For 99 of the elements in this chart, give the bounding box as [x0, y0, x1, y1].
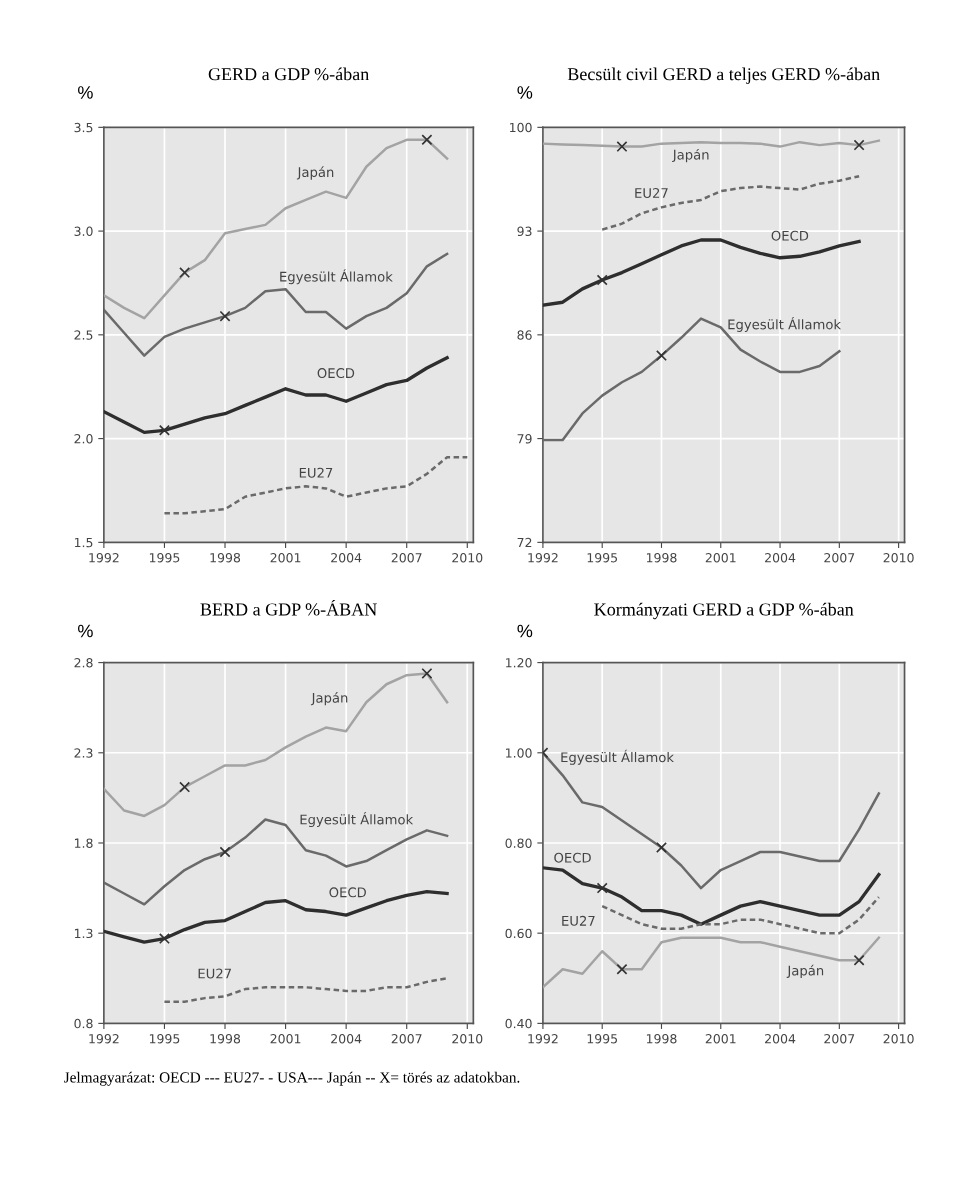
- point: [596, 274, 608, 286]
- point: [596, 882, 608, 894]
- y-tick-label: 1.20: [506, 658, 532, 668]
- y-tick-label: 3.5: [74, 122, 93, 133]
- point: [421, 134, 433, 146]
- line-series: [103, 138, 449, 320]
- point: [853, 954, 865, 966]
- x-tick-label: 1992: [89, 552, 119, 563]
- x-tick-label: 2004: [331, 552, 362, 563]
- line-series: [542, 866, 881, 926]
- x-tick-label: 1998: [646, 552, 677, 563]
- y-tick-label: 86: [517, 330, 532, 340]
- series-label: EU27: [635, 188, 668, 198]
- y-tick-label: 100: [510, 122, 532, 133]
- y-axis-title: %: [78, 86, 93, 99]
- x-tick-label: 2007: [391, 1034, 422, 1044]
- x-tick-label: 2010: [452, 1034, 483, 1044]
- series-label: Egyesült Államok: [728, 316, 842, 332]
- y-tick-label: 72: [517, 537, 532, 548]
- point: [853, 139, 865, 151]
- chart-title: GERD a GDP %-ában: [208, 67, 369, 81]
- x-tick-label: 2010: [452, 552, 483, 563]
- x-tick-label: 2004: [765, 552, 796, 563]
- chart-title: Kormányzati GERD a GDP %-ában: [594, 602, 854, 620]
- series-label: Japán: [310, 692, 348, 706]
- series-label: Japán: [786, 964, 824, 979]
- series-label: EU27: [198, 968, 231, 979]
- y-axis-title: %: [78, 624, 93, 638]
- x-tick-label: 2004: [331, 1034, 362, 1044]
- line-series: [542, 936, 881, 989]
- series-label: OECD: [554, 852, 591, 863]
- point: [158, 424, 170, 436]
- x-tick-label: 1998: [210, 552, 241, 563]
- x-tick-label: 2007: [391, 552, 422, 563]
- x-tick-label: 2010: [883, 1034, 914, 1044]
- y-axis-title: %: [517, 86, 533, 99]
- series-label: EU27: [299, 467, 333, 478]
- line-series: [103, 355, 449, 435]
- series-label: Egyesült Államok: [280, 269, 393, 285]
- x-tick-label: 1995: [587, 552, 618, 563]
- point: [421, 667, 433, 679]
- line-series: [542, 317, 841, 442]
- y-tick-label: 2.0: [74, 434, 93, 444]
- series-label: Egyesült Államok: [561, 749, 674, 765]
- y-tick-label: 0.80: [505, 838, 532, 848]
- y-tick-label: 2.3: [74, 748, 93, 758]
- point: [179, 267, 191, 279]
- y-tick-label: 79: [517, 434, 532, 444]
- x-tick-label: 1998: [646, 1034, 677, 1044]
- series-label: Japán: [672, 148, 709, 163]
- x-tick-label: 1995: [149, 1034, 180, 1044]
- series-label: Japán: [296, 166, 334, 180]
- x-tick-label: 2007: [824, 552, 855, 563]
- series-label: OECD: [317, 368, 355, 379]
- x-tick-label: 1998: [210, 1034, 241, 1044]
- y-tick-label: 0.60: [505, 928, 532, 939]
- line-series: [600, 895, 881, 935]
- series-label: OECD: [771, 230, 809, 241]
- point: [655, 842, 667, 853]
- line-series: [103, 252, 449, 357]
- chart-title: Becsült civil GERD a teljes GERD %-ában: [567, 67, 880, 84]
- x-tick-label: 1992: [89, 1034, 119, 1044]
- y-tick-label: 2.8: [74, 658, 93, 668]
- y-tick-label: 1.8: [74, 838, 93, 848]
- x-tick-label: 1992: [528, 552, 558, 563]
- x-tick-label: 2004: [765, 1034, 796, 1044]
- x-tick-label: 1995: [587, 1034, 618, 1044]
- y-tick-label: 93: [517, 226, 532, 237]
- series-label: Egyesült Államok: [300, 812, 414, 828]
- line-series: [163, 977, 449, 1003]
- x-tick-label: 1995: [149, 552, 180, 563]
- y-tick-label: 0.40: [505, 1018, 532, 1029]
- line-series: [600, 174, 861, 231]
- x-tick-label: 2001: [270, 552, 301, 563]
- y-tick-label: 0.8: [74, 1018, 93, 1029]
- x-tick-label: 2001: [705, 552, 736, 563]
- y-tick-label: 1.3: [74, 928, 93, 939]
- line-series: [163, 456, 469, 515]
- x-tick-label: 2007: [824, 1034, 855, 1044]
- point: [158, 933, 170, 945]
- y-tick-label: 3.0: [74, 226, 93, 237]
- point: [616, 141, 628, 153]
- y-axis-title: %: [517, 624, 533, 638]
- x-tick-label: 1992: [528, 1034, 558, 1044]
- series-label: OECD: [329, 887, 366, 898]
- point: [179, 781, 191, 793]
- series-label: EU27: [562, 915, 595, 926]
- point: [616, 963, 628, 975]
- y-tick-label: 1.5: [74, 537, 93, 548]
- x-tick-label: 2001: [270, 1034, 301, 1044]
- point: [655, 350, 667, 362]
- text: Jelmagyarázat: OECD --- EU27- - USA--- Japán -- X= törés az adatokban.: [64, 1071, 520, 1086]
- x-tick-label: 2001: [705, 1034, 736, 1044]
- chart-title: BERD a GDP %-ÁBAN: [200, 599, 377, 616]
- y-tick-label: 2.5: [74, 330, 93, 340]
- x-tick-label: 2010: [883, 552, 914, 563]
- point: [219, 310, 231, 322]
- point: [219, 846, 231, 858]
- y-tick-label: 1.00: [506, 748, 532, 758]
